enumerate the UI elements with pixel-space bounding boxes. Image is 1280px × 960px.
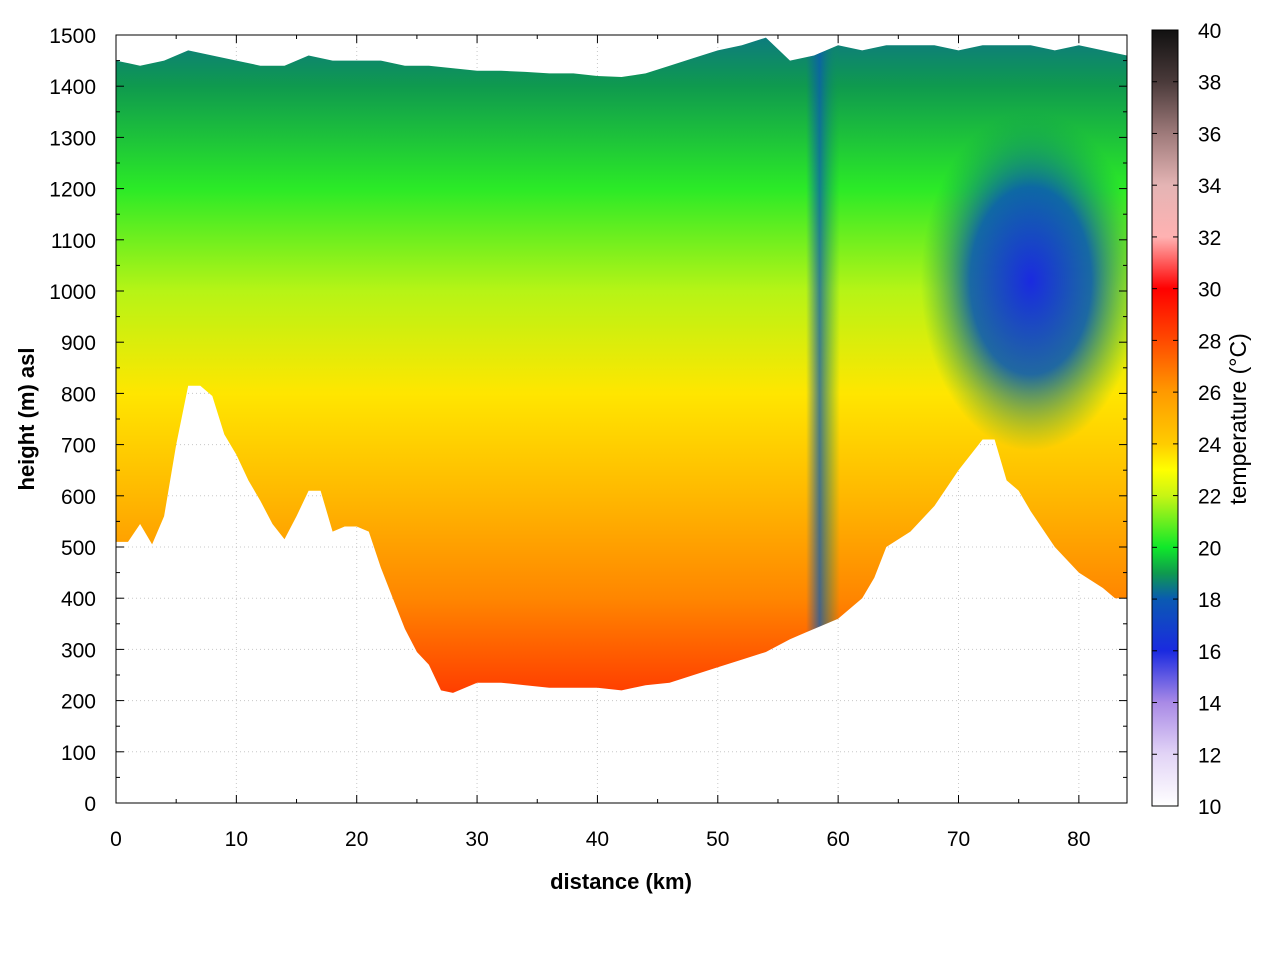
temperature-field [116, 37, 1127, 693]
colorbar-tick-label: 26 [1198, 382, 1221, 405]
x-tick-label: 30 [465, 828, 488, 851]
colorbar-tick-label: 28 [1198, 330, 1221, 353]
x-tick-label: 60 [826, 828, 849, 851]
colorbar-scale [1151, 29, 1179, 807]
colorbar-tick-label: 20 [1198, 537, 1221, 560]
y-tick-label: 1000 [49, 281, 96, 304]
colorbar-tick-label: 12 [1198, 744, 1221, 767]
y-tick-label: 600 [61, 486, 96, 509]
y-tick-label: 1500 [49, 25, 96, 48]
colorbar-tick-label: 40 [1198, 20, 1221, 43]
y-tick-label: 200 [61, 691, 96, 714]
colorbar-tick-label: 16 [1198, 641, 1221, 664]
y-tick-label: 1200 [49, 179, 96, 202]
colorbar: 10 12 14 16 18 20 22 24 26 28 30 32 34 36 38 40 [1151, 20, 1222, 819]
x-axis-title: distance (km) [550, 869, 692, 894]
x-tick-label: 80 [1067, 828, 1090, 851]
x-tick-label: 20 [345, 828, 368, 851]
colorbar-tick-label: 36 [1198, 123, 1221, 146]
y-tick-label: 700 [61, 435, 96, 458]
colorbar-tick-label: 30 [1198, 279, 1221, 302]
y-tick-label: 1100 [51, 230, 96, 253]
colorbar-tick-label: 14 [1198, 693, 1222, 716]
y-tick-label: 300 [61, 639, 96, 662]
colorbar-tick-label: 22 [1198, 486, 1221, 509]
y-tick-label: 800 [61, 383, 96, 406]
y-tick-label: 900 [61, 332, 96, 355]
y-tick-label: 1400 [49, 76, 96, 99]
colorbar-tick-label: 24 [1198, 434, 1222, 457]
y-tick-label: 500 [61, 537, 96, 560]
x-tick-label: 50 [706, 828, 729, 851]
y-tick-label: 1300 [49, 127, 96, 150]
colorbar-tick-label: 18 [1198, 589, 1221, 612]
colorbar-tick-label: 32 [1198, 227, 1221, 250]
y-tick-label: 100 [61, 742, 96, 765]
x-tick-label: 70 [947, 828, 970, 851]
cold-front-band [806, 37, 841, 693]
colorbar-tick-label: 38 [1198, 72, 1221, 95]
y-axis-title: height (m) asl [14, 347, 39, 490]
colorbar-tick-label: 34 [1198, 175, 1222, 198]
y-tick-label: 400 [61, 588, 96, 611]
colorbar-tick-label: 10 [1198, 796, 1221, 819]
x-tick-label: 0 [110, 828, 122, 851]
colorbar-title: temperature (°C) [1225, 333, 1251, 505]
x-tick-label: 40 [586, 828, 609, 851]
y-tick-label: 0 [84, 793, 96, 816]
cold-pool-anomaly [920, 110, 1127, 451]
x-tick-label: 10 [225, 828, 248, 851]
axis-ticks: 0 10 20 30 40 50 60 70 8001002003004005006007008… [49, 25, 1127, 851]
